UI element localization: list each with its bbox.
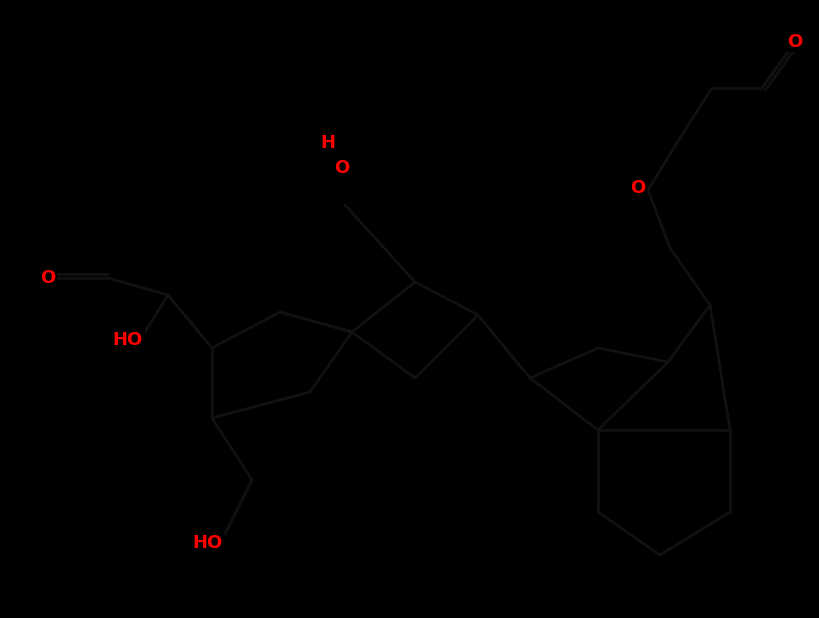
Text: O: O xyxy=(40,269,56,287)
Text: O: O xyxy=(631,179,645,197)
Text: H: H xyxy=(320,134,336,152)
Text: HO: HO xyxy=(193,534,223,552)
Text: O: O xyxy=(334,159,350,177)
Text: HO: HO xyxy=(113,331,143,349)
Text: O: O xyxy=(787,33,803,51)
